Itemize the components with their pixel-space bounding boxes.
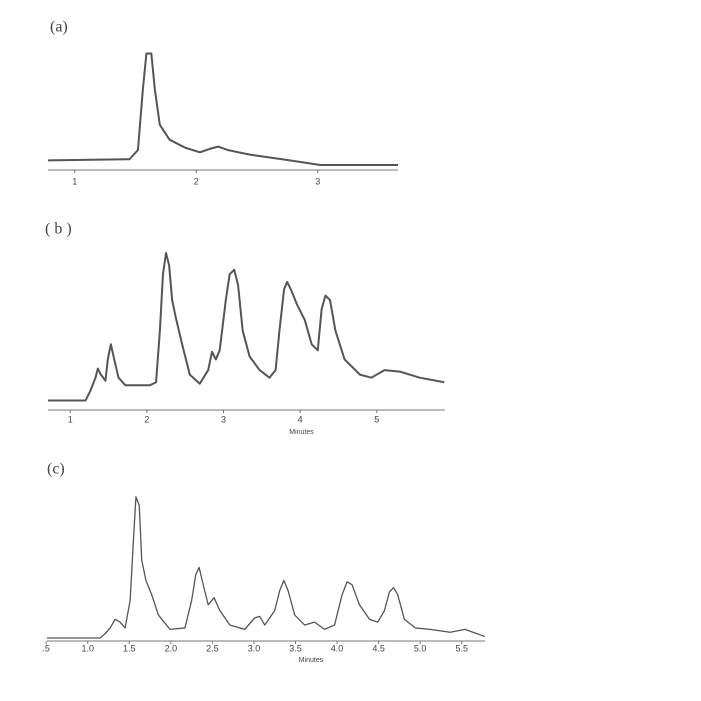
x-tick-label: 3.0 <box>248 643 261 653</box>
x-tick-label: 2 <box>144 414 149 424</box>
chromatogram-line <box>47 52 398 166</box>
x-tick-label: 2.5 <box>206 643 219 653</box>
panel-label: (c) <box>47 461 65 478</box>
x-tick-label: 1.0 <box>81 643 94 653</box>
panel-label: (a) <box>50 19 68 36</box>
x-tick-label: 5.0 <box>414 643 427 653</box>
chromatogram-line <box>47 496 486 639</box>
x-axis-label: Minutes <box>299 657 324 664</box>
x-tick-label: 1.5 <box>123 643 136 653</box>
x-tick-label: 4 <box>298 414 303 424</box>
x-tick-label: 1 <box>72 176 77 186</box>
x-axis-label: Minutes <box>289 429 314 436</box>
x-tick-label: 1 <box>68 414 73 424</box>
x-tick-label: .5 <box>42 643 50 653</box>
chromatogram-line <box>48 252 445 402</box>
x-tick-label: 3 <box>315 176 320 186</box>
x-tick-label: 5 <box>374 414 379 424</box>
x-tick-label: 3 <box>221 414 226 424</box>
x-tick-label: 2.0 <box>165 643 178 653</box>
x-tick-label: 4.0 <box>331 643 344 653</box>
x-tick-label: 2 <box>194 176 199 186</box>
x-tick-label: 5.5 <box>455 643 468 653</box>
x-tick-label: 3.5 <box>289 643 302 653</box>
panel-label: ( b ) <box>45 221 72 238</box>
x-tick-label: 4.5 <box>372 643 385 653</box>
